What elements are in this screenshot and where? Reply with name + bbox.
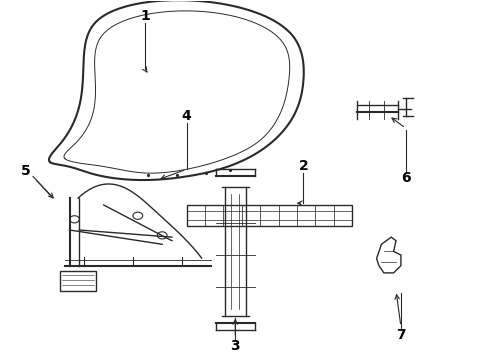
- Text: 3: 3: [230, 339, 240, 353]
- Text: 7: 7: [396, 328, 406, 342]
- Text: 1: 1: [140, 9, 150, 23]
- Text: 2: 2: [298, 159, 308, 173]
- Text: 4: 4: [182, 109, 192, 123]
- Text: 5: 5: [21, 164, 30, 178]
- Text: 6: 6: [401, 171, 411, 185]
